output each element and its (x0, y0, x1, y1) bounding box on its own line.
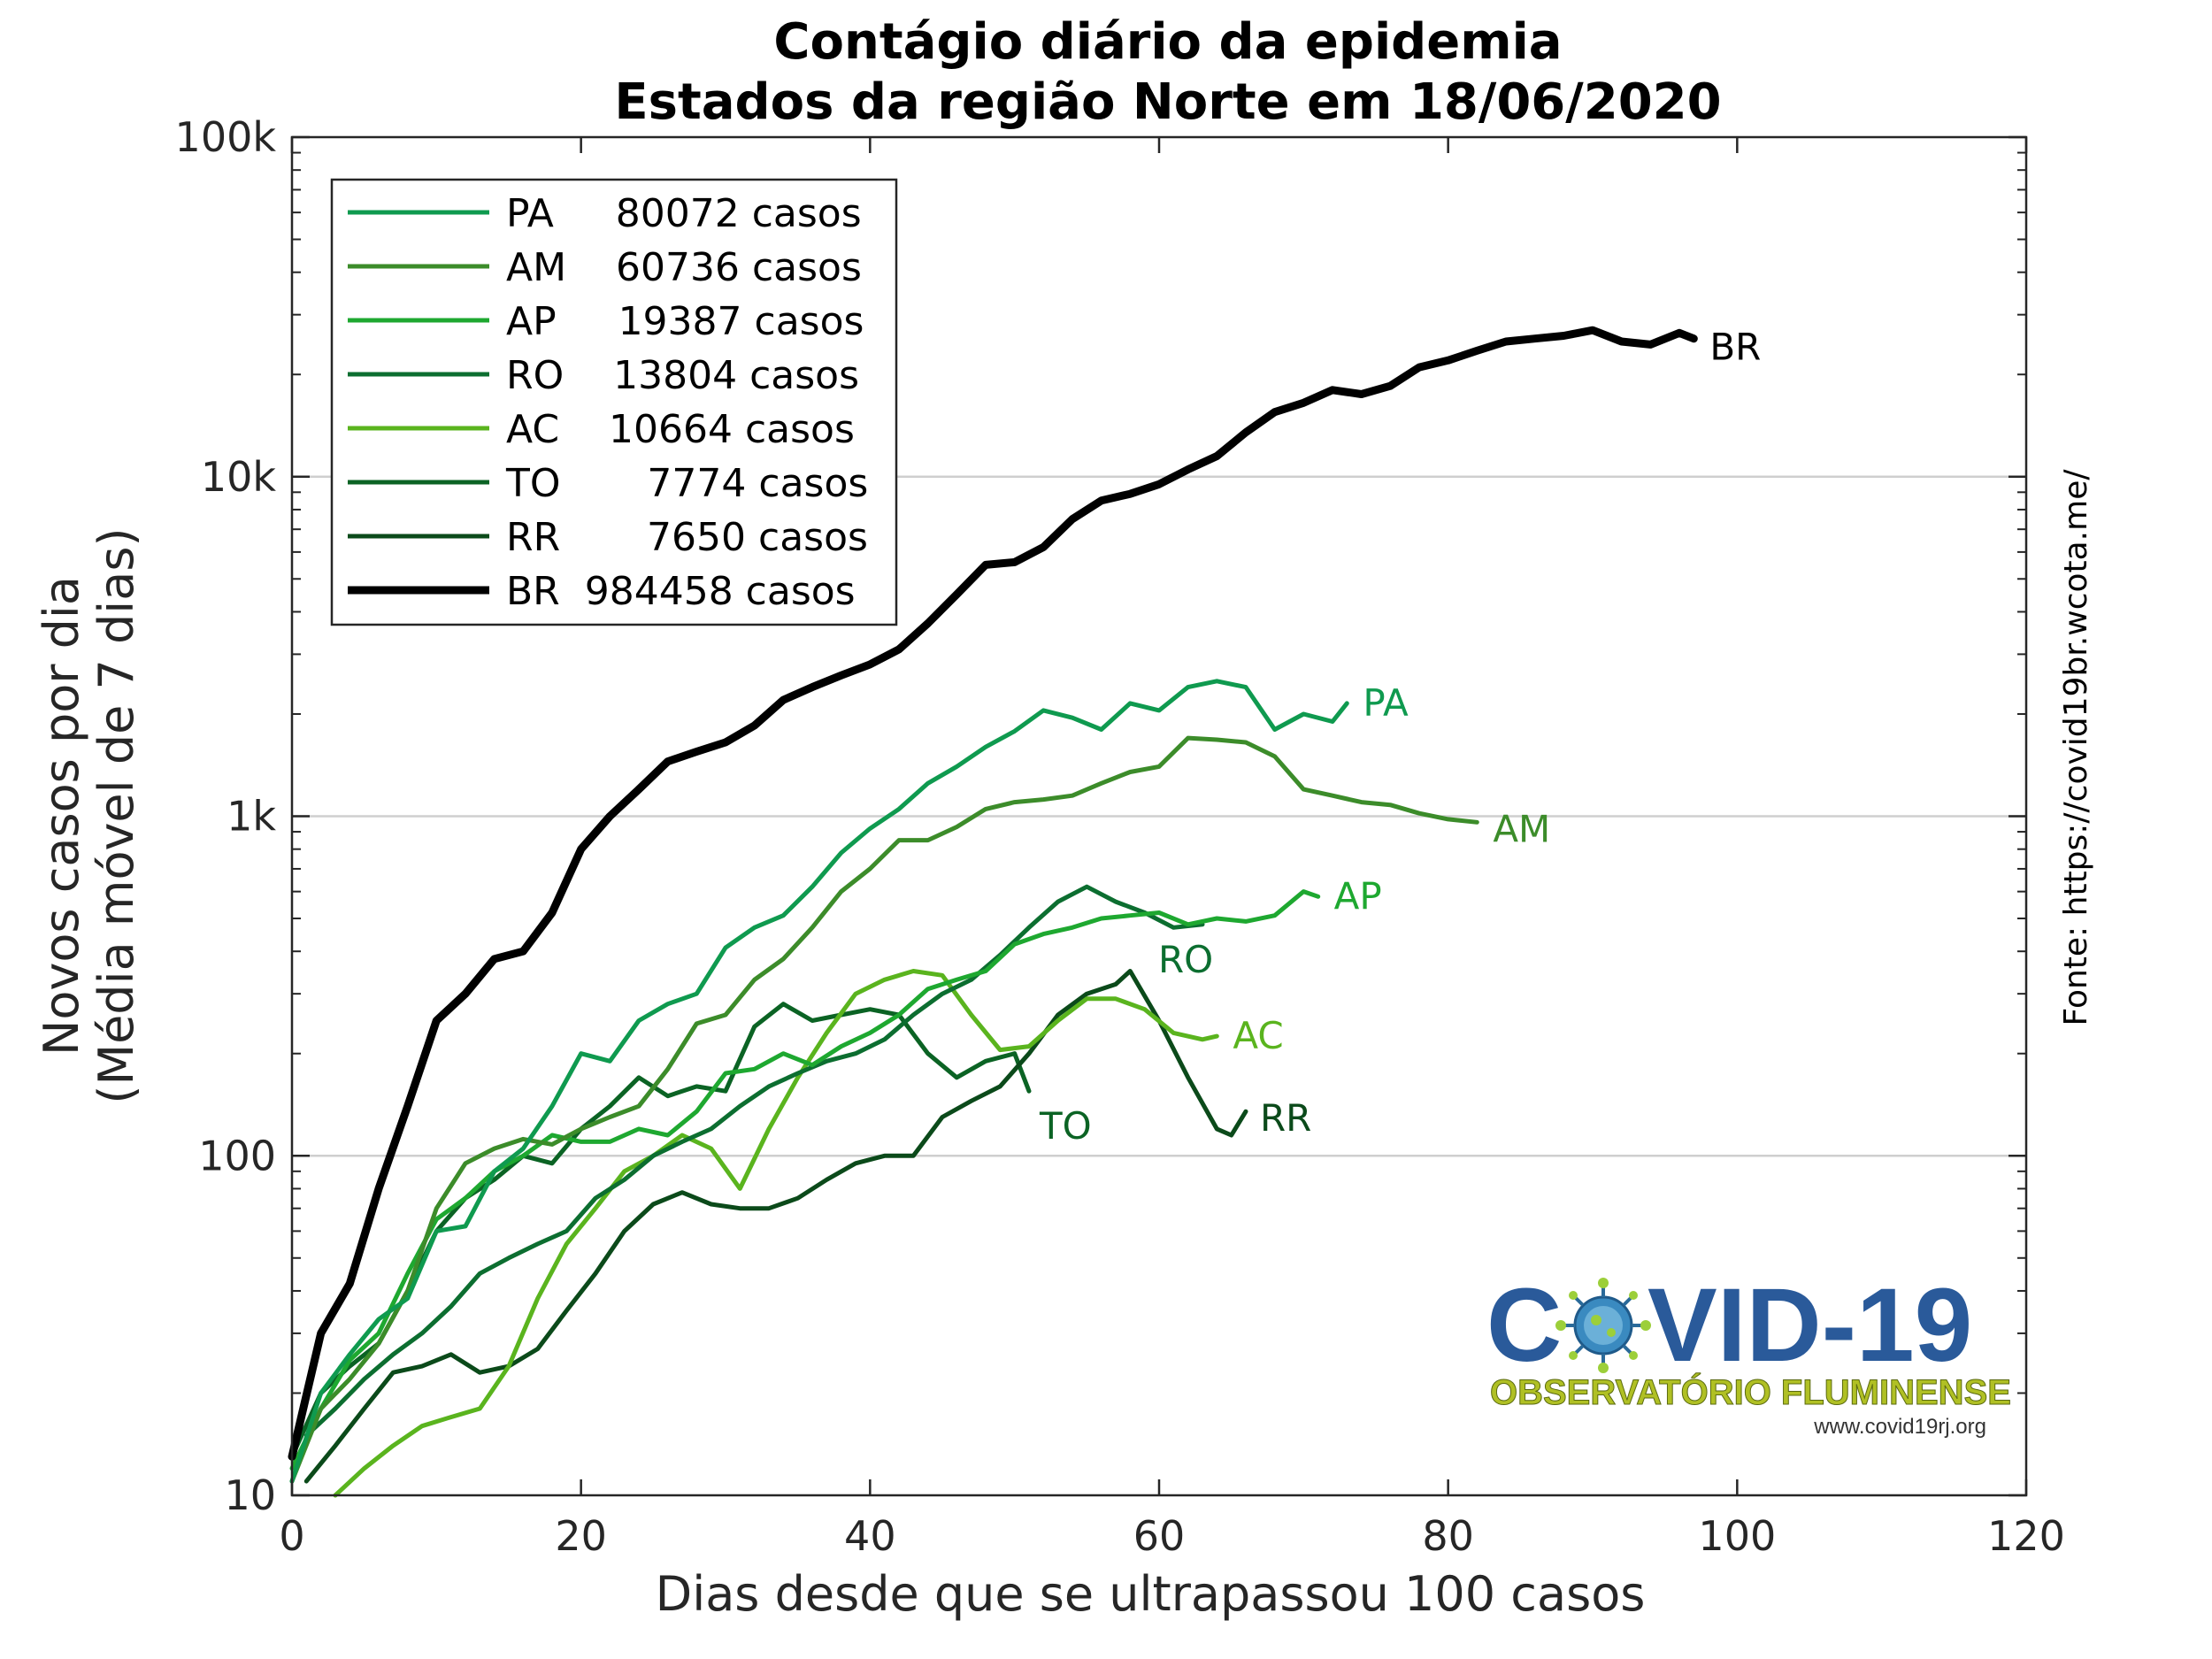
x-tick-label: 120 (1987, 1512, 2065, 1560)
series-line-pa (289, 679, 1349, 1484)
chart-title: Contágio diário da epidemia (773, 13, 1562, 71)
y-tick-label: 100k (175, 113, 277, 161)
legend-label-br: BR 984458 casos (506, 569, 856, 614)
logo-title-c: C (1486, 1267, 1562, 1384)
logo-title-rest: VID-19 (1647, 1267, 1972, 1384)
x-tick-label: 20 (555, 1512, 607, 1560)
series-line-br (288, 326, 1698, 1461)
series-line-ro (303, 884, 1205, 1438)
y-tick-label: 1k (227, 793, 276, 841)
end-label-br: BR (1709, 326, 1761, 369)
legend-label-rr: RR 7650 casos (506, 515, 868, 560)
x-axis-label: Dias desde que se ultrapassou 100 casos (656, 1566, 1646, 1622)
x-tick-label: 80 (1422, 1512, 1474, 1560)
end-label-ac: AC (1233, 1014, 1283, 1057)
logo-url: www.covid19rj.org (1813, 1415, 1986, 1439)
series-line-ap (289, 889, 1321, 1471)
end-label-to: TO (1039, 1104, 1092, 1148)
series-line-am (289, 735, 1479, 1484)
covid19-logo: C (1486, 1267, 2011, 1439)
legend-label-pa: PA 80072 casos (506, 191, 862, 236)
y-axis-label-line2: (Média móvel de 7 dias) (88, 527, 144, 1103)
series-line-rr (303, 969, 1248, 1484)
legend-box (330, 178, 898, 626)
y-tick-label: 10k (201, 453, 277, 501)
end-label-rr: RR (1260, 1096, 1311, 1140)
legend-label-ro: RO 13804 casos (506, 353, 859, 398)
chart-subtitle: Estados da região Norte em 18/06/2020 (614, 73, 1721, 131)
series-layer: PA AM AP RO AC TO RR BR (288, 326, 1761, 1498)
legend-label-am: AM 60736 casos (506, 245, 862, 290)
y-tick-label: 10 (224, 1471, 276, 1519)
x-tick-label: 100 (1698, 1512, 1776, 1560)
end-label-ro: RO (1158, 938, 1213, 981)
y-axis-label-line1: Novos casos por dia (34, 576, 89, 1056)
x-tick-label: 60 (1133, 1512, 1186, 1560)
x-tick-label: 40 (844, 1512, 896, 1560)
logo-subtitle: OBSERVATÓRIO FLUMINENSE (1490, 1371, 2011, 1412)
y-tick-label: 100 (198, 1132, 276, 1179)
legend-label-ap: AP 19387 casos (506, 299, 864, 344)
coronavirus-icon (1555, 1278, 1651, 1373)
end-label-ap: AP (1334, 874, 1382, 918)
source-text: Fonte: https://covid19br.wcota.me/ (2058, 469, 2094, 1026)
end-label-pa: PA (1363, 681, 1409, 725)
legend-label-ac: AC 10664 casos (506, 407, 855, 452)
legend: PA 80072 casos AM 60736 casos AP 19387 cas… (330, 178, 898, 626)
legend-label-to: TO 7774 casos (505, 461, 868, 506)
x-tick-label: 0 (279, 1512, 304, 1560)
x-axis: 0 20 40 60 80 100 120 (279, 137, 2065, 1560)
end-label-am: AM (1493, 807, 1550, 850)
series-line-ac (333, 969, 1219, 1498)
minor-ticks (292, 151, 2026, 1394)
y-axis: 10 100 1k 10k 100k (175, 113, 2026, 1519)
